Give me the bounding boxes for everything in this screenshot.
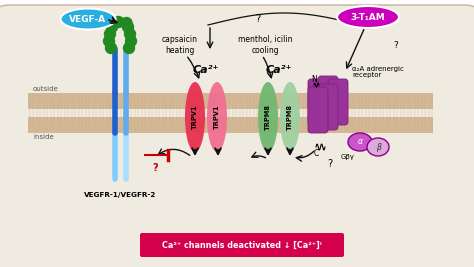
Text: VEGFR-1/VEGFR-2: VEGFR-1/VEGFR-2 (84, 192, 156, 198)
Circle shape (125, 29, 136, 40)
Text: 3-T₁AM: 3-T₁AM (351, 13, 385, 22)
Text: TRPV1: TRPV1 (214, 105, 220, 129)
Text: N: N (311, 75, 317, 84)
Text: Ca²⁺ channels deactivated ↓ [Ca²⁺]ᴵ: Ca²⁺ channels deactivated ↓ [Ca²⁺]ᴵ (162, 241, 322, 249)
FancyBboxPatch shape (140, 233, 344, 257)
Text: TRPM8: TRPM8 (265, 104, 271, 130)
Text: TRPM8: TRPM8 (287, 104, 293, 130)
Text: Gβγ: Gβγ (341, 154, 355, 160)
FancyBboxPatch shape (318, 84, 338, 130)
Circle shape (107, 22, 118, 33)
Text: ?: ? (328, 159, 333, 169)
Text: capsaicin
heating: capsaicin heating (162, 35, 198, 55)
FancyBboxPatch shape (308, 79, 328, 125)
Circle shape (121, 18, 132, 29)
Ellipse shape (348, 133, 372, 151)
Text: β: β (375, 143, 381, 151)
FancyBboxPatch shape (0, 5, 474, 267)
Text: menthol, icilin
cooling: menthol, icilin cooling (238, 35, 292, 55)
Text: inside: inside (33, 134, 54, 140)
Circle shape (113, 17, 124, 28)
Ellipse shape (280, 82, 300, 152)
Text: C: C (313, 149, 319, 158)
Circle shape (124, 42, 135, 53)
Circle shape (122, 22, 134, 33)
Ellipse shape (258, 82, 278, 152)
Text: VEGF-A: VEGF-A (69, 14, 107, 23)
Ellipse shape (61, 9, 116, 29)
Ellipse shape (207, 82, 227, 152)
Bar (28, 117, 433, 133)
Ellipse shape (367, 138, 389, 156)
Ellipse shape (337, 6, 399, 28)
Text: ?: ? (393, 41, 398, 49)
Text: α₂A adrenergic
receptor: α₂A adrenergic receptor (352, 65, 404, 78)
Circle shape (104, 29, 116, 40)
Circle shape (126, 36, 137, 46)
Text: α: α (357, 138, 363, 147)
Text: ?: ? (255, 14, 261, 24)
Text: outside: outside (33, 86, 59, 92)
Text: ?: ? (152, 163, 158, 173)
Ellipse shape (185, 82, 205, 152)
Text: Ca²⁺: Ca²⁺ (193, 65, 219, 75)
Circle shape (106, 42, 117, 53)
FancyBboxPatch shape (308, 87, 328, 133)
Text: Ca²⁺: Ca²⁺ (266, 65, 292, 75)
Bar (28, 93, 433, 109)
FancyBboxPatch shape (318, 76, 338, 122)
Text: TRPV1: TRPV1 (192, 105, 198, 129)
FancyBboxPatch shape (328, 79, 348, 125)
Circle shape (103, 36, 115, 46)
